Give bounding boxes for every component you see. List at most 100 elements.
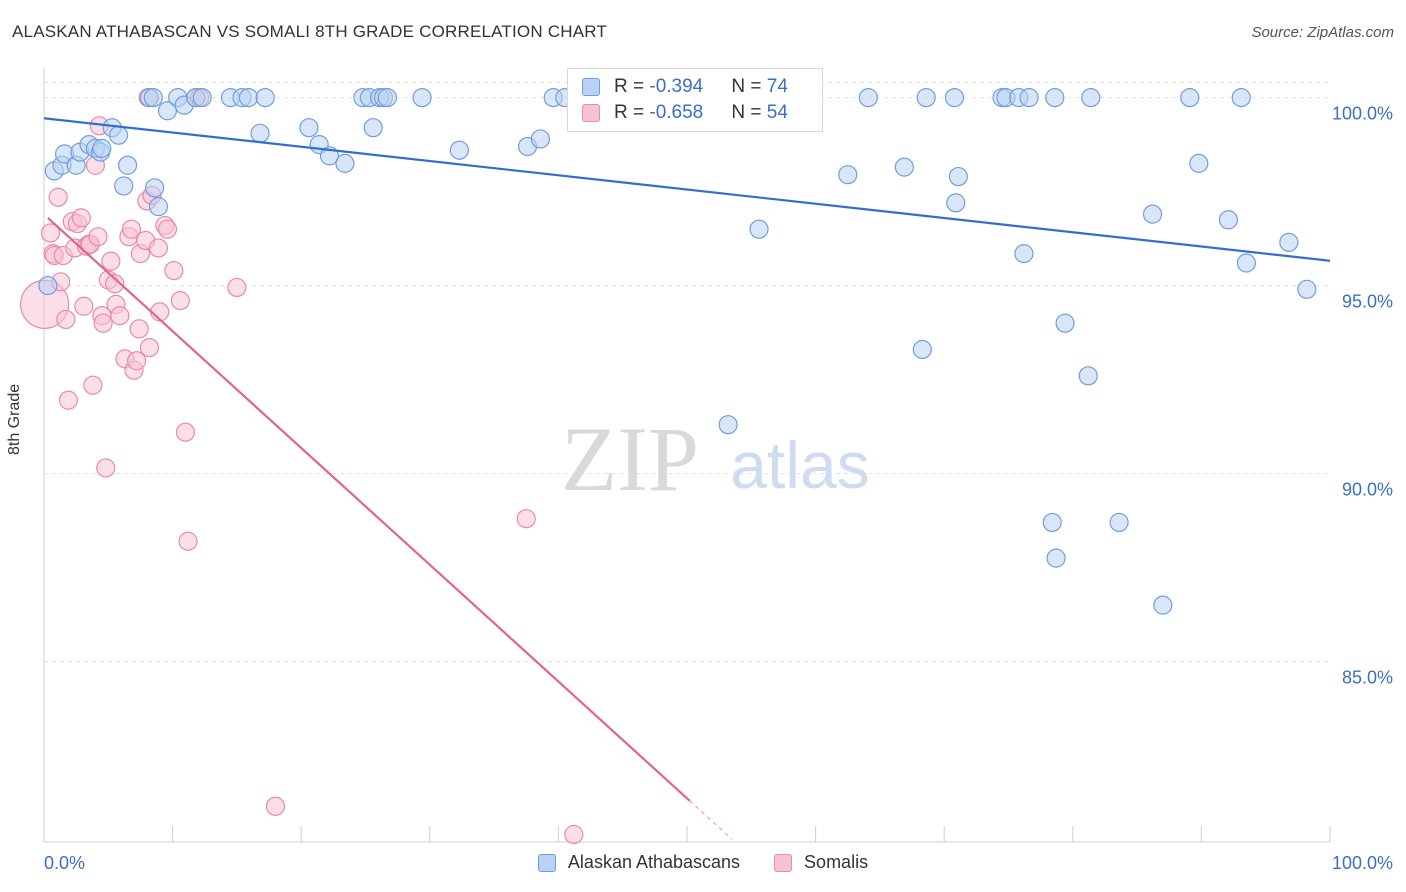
watermark-zip: ZIP bbox=[561, 408, 699, 510]
somali-point bbox=[157, 219, 178, 239]
somali-point bbox=[516, 509, 536, 529]
athabascan-point bbox=[1109, 512, 1129, 533]
x-tick-label-min: 0.0% bbox=[44, 853, 85, 873]
athabascan-point bbox=[749, 219, 769, 239]
legend-label-somalis: Somalis bbox=[804, 852, 869, 872]
athabascan-point bbox=[1180, 87, 1200, 108]
somali-point bbox=[56, 309, 76, 330]
athabascan-point bbox=[1019, 87, 1039, 108]
trend-line-somalis-extension bbox=[689, 800, 733, 840]
watermark: ZIP atlas bbox=[561, 408, 870, 510]
trend-line-somalis bbox=[47, 217, 691, 802]
athabascan-point bbox=[114, 176, 134, 196]
athabascan-point bbox=[1189, 153, 1209, 173]
somalis-points bbox=[20, 87, 584, 845]
legend-label-athabascans: Alaskan Athabascans bbox=[567, 852, 741, 872]
athabascan-point bbox=[335, 153, 355, 173]
somali-point bbox=[71, 208, 91, 228]
chart-title: ALASKAN ATHABASCAN VS SOMALI 8TH GRADE C… bbox=[12, 22, 608, 41]
somali-point bbox=[110, 306, 130, 326]
somali-point bbox=[48, 187, 68, 207]
legend-row-athabascans: R = -0.394 N = 74 bbox=[582, 75, 788, 99]
somali-point bbox=[58, 390, 79, 410]
y-tick-label: 100.0% bbox=[1332, 104, 1393, 124]
athabascan-point bbox=[944, 87, 965, 108]
athabascan-point bbox=[948, 166, 968, 187]
athabascan-point bbox=[238, 87, 259, 108]
athabascan-point bbox=[363, 118, 383, 138]
somali-point bbox=[170, 291, 190, 311]
athabascan-point bbox=[192, 87, 212, 108]
athabascan-point bbox=[92, 138, 112, 158]
athabascan-point bbox=[1045, 87, 1065, 108]
athabascan-point bbox=[1014, 244, 1034, 264]
legend-swatch-somalis bbox=[582, 104, 600, 122]
athabascan-point bbox=[1078, 366, 1098, 386]
athabascan-point bbox=[894, 157, 914, 177]
athabascan-point bbox=[1297, 279, 1317, 299]
athabascan-point bbox=[946, 193, 966, 213]
somali-point bbox=[178, 531, 198, 551]
athabascan-point bbox=[255, 87, 275, 108]
athabascan-point bbox=[143, 87, 163, 108]
somali-point bbox=[265, 796, 286, 816]
athabascan-point bbox=[449, 140, 469, 160]
grid-lines bbox=[44, 82, 1330, 663]
legend-n-athabascans: 74 bbox=[766, 76, 788, 97]
athabascan-point bbox=[530, 129, 550, 149]
somali-point bbox=[129, 319, 149, 339]
legend-item-somalis: Somalis bbox=[774, 852, 868, 873]
somali-point bbox=[88, 227, 108, 247]
stats-legend: R = -0.394 N = 74 R = -0.658 N = 54 bbox=[567, 68, 823, 132]
athabascan-point bbox=[412, 87, 432, 108]
trend-line-athabascans bbox=[43, 117, 1331, 262]
legend-row-somalis: R = -0.658 N = 54 bbox=[582, 101, 788, 125]
athabascan-point bbox=[1055, 313, 1075, 333]
axes bbox=[43, 68, 1331, 843]
somali-point bbox=[105, 274, 125, 294]
legend-item-athabascans: Alaskan Athabascans bbox=[537, 852, 741, 873]
y-tick-label: 85.0% bbox=[1342, 668, 1393, 688]
athabascan-points bbox=[38, 87, 1317, 615]
somali-point bbox=[564, 824, 584, 845]
athabascan-point bbox=[250, 123, 270, 143]
somali-point bbox=[83, 375, 103, 395]
athabascan-point bbox=[108, 125, 129, 145]
somali-point bbox=[175, 422, 196, 442]
trend-lines bbox=[43, 117, 1331, 840]
watermark-atlas: atlas bbox=[730, 428, 869, 502]
athabascan-point bbox=[299, 118, 319, 138]
legend-key-somalis bbox=[774, 853, 793, 872]
somali-point bbox=[74, 296, 94, 316]
athabascan-point bbox=[1081, 87, 1101, 108]
athabascan-point bbox=[912, 339, 932, 360]
legend-swatch-athabascans bbox=[582, 78, 600, 96]
athabascan-point bbox=[1153, 595, 1173, 615]
athabascan-point bbox=[1218, 210, 1239, 230]
source-label: Source: ZipAtlas.com bbox=[1251, 24, 1394, 41]
somali-point bbox=[121, 219, 142, 239]
legend-r-athabascans: -0.394 bbox=[649, 76, 704, 97]
series-legend: Alaskan Athabascans Somalis bbox=[0, 852, 1406, 873]
tick-labels: 100.0% 95.0% 90.0% 85.0% 0.0% 100.0% bbox=[44, 104, 1393, 873]
somali-point bbox=[227, 277, 247, 298]
athabascan-point bbox=[1042, 512, 1062, 533]
athabascan-point bbox=[377, 87, 397, 108]
legend-n-somalis: 54 bbox=[766, 102, 788, 123]
y-tick-label: 90.0% bbox=[1342, 480, 1393, 500]
athabascan-point bbox=[144, 178, 165, 198]
somali-point bbox=[126, 351, 147, 371]
athabascan-point bbox=[148, 197, 169, 217]
athabascan-point bbox=[1236, 253, 1257, 273]
athabascan-point bbox=[916, 87, 936, 108]
y-tick-label: 95.0% bbox=[1342, 292, 1393, 312]
somali-point bbox=[164, 260, 184, 281]
athabascan-point bbox=[858, 87, 878, 108]
athabascan-point bbox=[718, 415, 738, 435]
somali-point bbox=[148, 238, 169, 258]
athabascan-point bbox=[117, 155, 138, 175]
athabascan-point bbox=[38, 275, 58, 296]
legend-r-somalis: -0.658 bbox=[649, 102, 704, 123]
athabascan-point bbox=[1046, 548, 1066, 568]
